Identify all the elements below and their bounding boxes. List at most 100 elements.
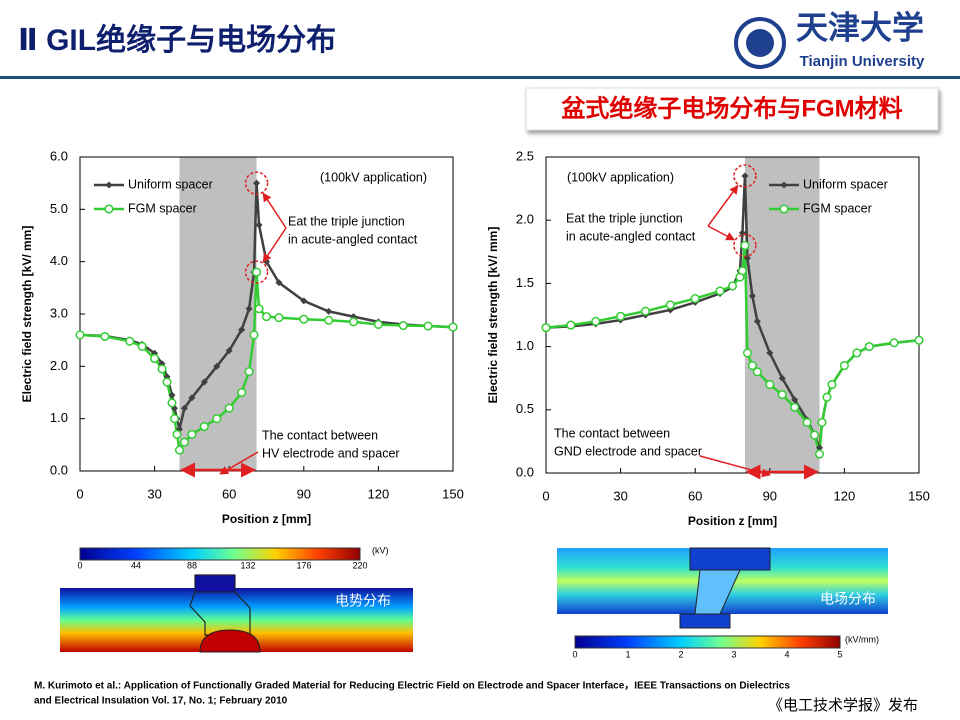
colorbar-tick-label: 5	[837, 649, 842, 659]
data-point	[253, 179, 261, 187]
legend-label: Uniform spacer	[803, 177, 888, 191]
electrode-top	[194, 574, 236, 593]
data-point	[255, 221, 263, 229]
data-point	[324, 315, 334, 325]
data-point	[790, 402, 800, 412]
data-point	[748, 292, 756, 300]
data-point	[791, 396, 799, 404]
data-point	[810, 430, 820, 440]
data-point	[864, 342, 874, 352]
data-point	[75, 330, 85, 340]
annotation-arrow	[262, 227, 287, 263]
x-axis-label: Position z [mm]	[688, 514, 777, 528]
y-tick-label: 1.0	[50, 410, 68, 425]
colorbar-tick-label: 132	[240, 560, 255, 570]
data-point	[167, 398, 177, 408]
data-point	[448, 322, 458, 332]
data-point	[199, 421, 209, 432]
annotation-arrow	[707, 184, 739, 227]
data-point	[168, 391, 176, 399]
data-point	[274, 313, 284, 323]
subtitle: 盆式绝缘子电场分布与FGM材料	[561, 94, 902, 122]
data-point	[766, 349, 774, 357]
y-tick-label: 0.0	[50, 462, 68, 477]
colorbar	[79, 547, 361, 561]
data-point	[616, 311, 626, 321]
colorbar-tick-label: 176	[296, 560, 311, 570]
data-point	[179, 437, 189, 447]
logo-cn: 天津大学	[796, 9, 924, 47]
data-point	[275, 279, 283, 287]
annotation: Eat the triple junction	[566, 211, 683, 225]
legend-label: FGM spacer	[128, 201, 197, 215]
y-tick-label: 5.0	[50, 201, 68, 216]
data-point	[777, 390, 787, 400]
data-point	[852, 348, 862, 358]
colorbar-tick-label: 1	[625, 649, 630, 659]
data-point	[816, 444, 824, 452]
logo-en: Tianjin University	[800, 53, 925, 70]
y-tick-label: 2.0	[50, 358, 68, 373]
legend-marker	[104, 204, 114, 214]
data-point	[914, 335, 924, 345]
data-point	[778, 374, 786, 382]
citation: and Electrical Insulation Vol. 17, No. 1…	[34, 696, 288, 707]
data-point	[817, 417, 827, 427]
annotation-arrow	[707, 225, 736, 241]
data-point	[238, 326, 246, 334]
data-point	[591, 316, 601, 326]
colorbar-tick-label: 4	[784, 649, 789, 659]
data-point	[254, 304, 264, 314]
y-tick-label: 1.5	[516, 275, 534, 290]
data-point	[541, 323, 551, 333]
x-tick-label: 120	[834, 488, 856, 503]
logo-emblem-core	[746, 29, 774, 57]
plot-frame	[545, 156, 920, 474]
data-point	[348, 317, 359, 327]
colorbar-unit: (kV)	[372, 545, 389, 555]
data-point	[373, 319, 383, 330]
header-rule	[0, 76, 960, 79]
data-point	[150, 353, 160, 364]
data-point	[300, 297, 308, 305]
subtitle-box	[525, 87, 939, 131]
annotation: in acute-angled contact	[288, 232, 418, 246]
slide-title: Ⅱ GIL绝缘子与电场分布	[18, 23, 336, 57]
annotation-arrow	[262, 192, 287, 229]
map-label: 电势分布	[335, 593, 391, 609]
data-point	[423, 321, 433, 331]
annotation: in acute-angled contact	[566, 229, 696, 243]
data-point	[715, 286, 725, 296]
colorbar	[574, 635, 841, 649]
publisher: 《电工技术学报》发布	[768, 696, 918, 714]
data-point	[747, 361, 757, 371]
highlight-circle	[733, 233, 757, 258]
data-point	[174, 445, 185, 455]
data-point	[237, 387, 247, 398]
colorbar-tick-label: 0	[77, 560, 82, 570]
citation: M. Kurimoto et al.: Application of Funct…	[34, 681, 790, 692]
data-point	[299, 314, 309, 324]
data-point	[742, 348, 752, 358]
colorbar-tick-label: 2	[678, 649, 683, 659]
data-point	[566, 320, 576, 330]
annotation: (100kV application)	[320, 170, 427, 184]
data-point	[187, 429, 197, 439]
legend-marker	[779, 204, 789, 214]
colorbar-tick-label: 0	[572, 649, 577, 659]
data-point	[822, 392, 832, 402]
colorbar-tick-label: 220	[352, 560, 367, 570]
colorbar-tick-label: 44	[131, 560, 141, 570]
data-point	[252, 267, 262, 277]
y-axis-label: Electric field strength [kV/ mm]	[20, 226, 34, 403]
data-point	[169, 414, 180, 424]
highlight-circle	[244, 260, 269, 284]
x-tick-label: 0	[76, 486, 83, 501]
data-point	[188, 394, 196, 402]
data-point	[249, 330, 259, 340]
series-line	[545, 245, 920, 455]
legend-marker	[780, 181, 788, 189]
x-tick-label: 90	[297, 486, 311, 501]
data-point	[172, 429, 182, 439]
data-point	[727, 281, 738, 291]
